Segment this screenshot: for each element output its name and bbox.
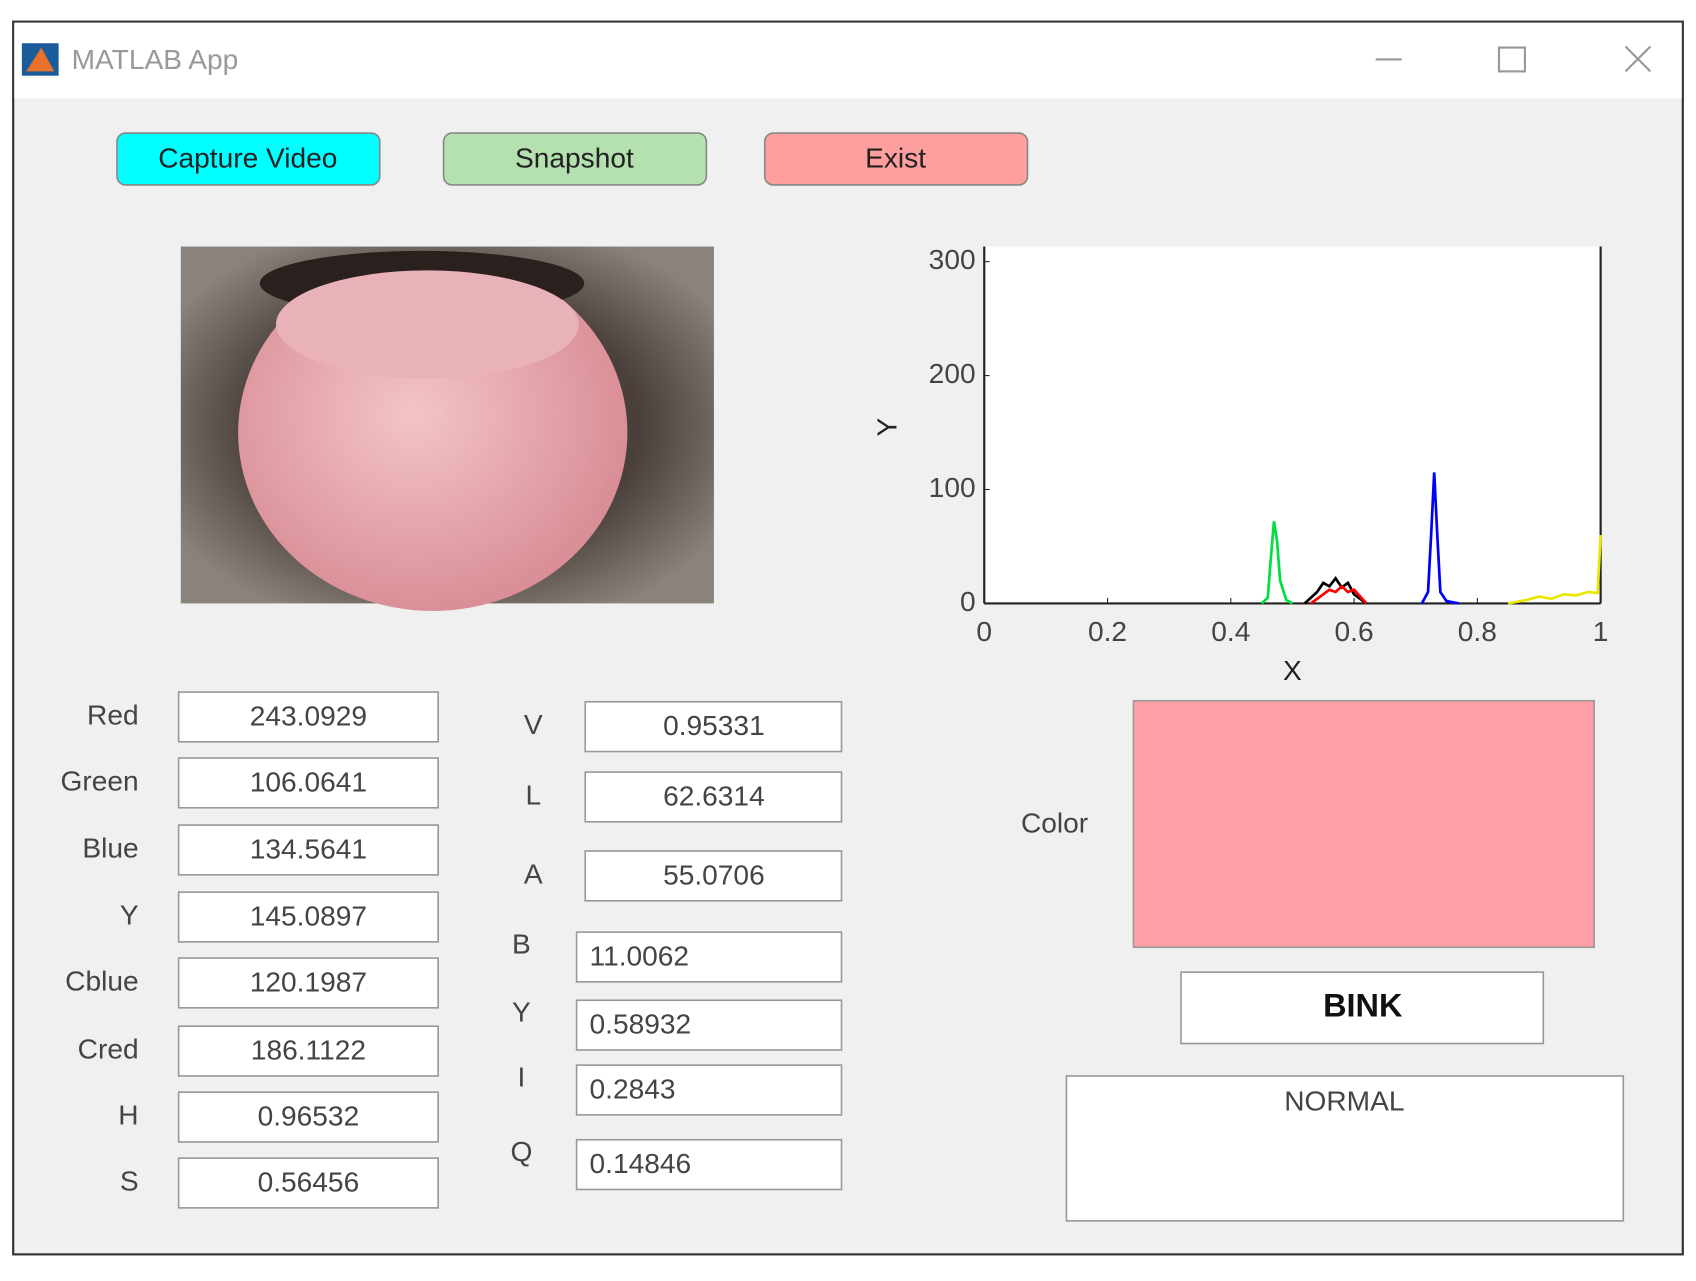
title-bar (14, 22, 1682, 99)
field-value: 11.0062 (590, 941, 690, 972)
field-label: Cblue (65, 965, 138, 996)
field-value: 186.1122 (251, 1035, 366, 1066)
plot-line (1310, 584, 1368, 605)
button-label[interactable]: Capture Video (158, 142, 337, 173)
field-value: 0.2843 (590, 1074, 676, 1105)
field-value: 134.5641 (250, 833, 367, 864)
text-field[interactable] (177, 757, 439, 809)
plot-line (1260, 521, 1294, 605)
text-field[interactable] (584, 771, 843, 823)
field-value: 55.0706 (663, 859, 765, 890)
y-axis-label: Y (872, 418, 903, 437)
y-tick-label: 100 (929, 472, 976, 503)
field-label: Q (510, 1136, 532, 1167)
x-tick-label: 0.2 (1088, 616, 1127, 647)
plot-area (984, 246, 1601, 604)
status-field[interactable] (1065, 1075, 1625, 1222)
x-tick-label: 0.4 (1211, 616, 1250, 647)
field-label: H (118, 1099, 138, 1130)
field-label: Blue (82, 832, 138, 863)
button[interactable] (442, 132, 708, 186)
field-value: 120.1987 (250, 966, 367, 997)
plot-line (1420, 472, 1460, 605)
text-field[interactable] (177, 691, 439, 743)
field-value: 0.14846 (590, 1148, 692, 1179)
button-label[interactable]: Exist (865, 142, 926, 173)
y-tick-label: 300 (929, 244, 976, 275)
color-swatch (1132, 699, 1595, 949)
field-label: Cred (78, 1033, 139, 1064)
text-field[interactable] (575, 931, 843, 983)
field-label: S (120, 1165, 139, 1196)
field-value: 0.96532 (258, 1101, 360, 1132)
text-field[interactable] (177, 1025, 439, 1077)
text-field[interactable] (584, 850, 843, 902)
field-value: 243.0929 (250, 700, 367, 731)
x-axis-label: X (1283, 655, 1302, 686)
maximize-button[interactable] (1497, 46, 1527, 73)
x-tick-label: 0.8 (1458, 616, 1497, 647)
x-tick-label: 1 (1593, 616, 1609, 647)
field-value: 0.95331 (663, 710, 765, 741)
text-field[interactable] (575, 1064, 843, 1116)
text-field[interactable] (575, 999, 843, 1051)
x-tick-label: 0.6 (1335, 616, 1374, 647)
text-field[interactable] (177, 957, 439, 1009)
y-tick-label: 0 (960, 586, 976, 617)
text-field[interactable] (177, 1157, 439, 1209)
field-value: 62.6314 (663, 780, 765, 811)
text-field[interactable] (177, 1091, 439, 1143)
field-value: 106.0641 (250, 766, 367, 797)
close-button[interactable] (1624, 45, 1652, 73)
text-field[interactable] (575, 1138, 843, 1191)
window-title: MATLAB App (72, 44, 239, 75)
x-tick-label: 0 (976, 616, 992, 647)
field-label: Green (61, 765, 139, 796)
field-label: Y (120, 899, 139, 930)
status-value: NORMAL (1284, 1085, 1404, 1116)
button-label[interactable]: Snapshot (515, 142, 634, 173)
field-value: 145.0897 (250, 900, 367, 931)
button[interactable] (763, 132, 1029, 186)
field-label: Red (87, 699, 139, 730)
field-label: V (524, 709, 543, 740)
tongue-image-detail (275, 270, 579, 379)
field-value: 0.56456 (258, 1167, 360, 1198)
field-label: L (526, 779, 542, 810)
field-label: A (524, 858, 543, 889)
field-label: Y (512, 997, 531, 1028)
color-label: Color (1021, 807, 1088, 838)
result-field[interactable] (1180, 971, 1545, 1045)
plot-line (1507, 534, 1602, 605)
field-label: B (512, 929, 531, 960)
field-value: 0.58932 (590, 1009, 692, 1040)
text-field[interactable] (177, 824, 439, 876)
button[interactable] (116, 132, 381, 186)
app-icon-logo (26, 47, 55, 72)
field-label: I (518, 1062, 526, 1093)
result-value: BINK (1323, 987, 1403, 1023)
text-field[interactable] (584, 700, 843, 753)
text-field[interactable] (177, 891, 439, 943)
y-tick-label: 200 (929, 358, 976, 389)
